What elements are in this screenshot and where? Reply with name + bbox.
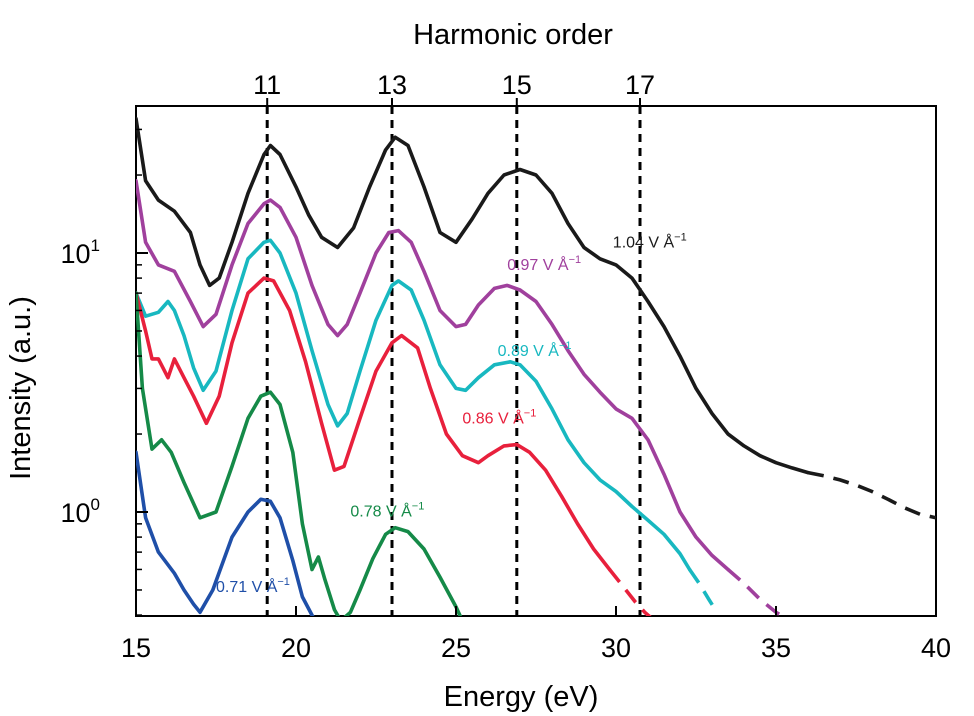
x-tick-label: 30 (601, 633, 631, 663)
series-line-extrapolated (807, 470, 936, 520)
y-tick-label: 101 (60, 236, 100, 269)
series-line (136, 238, 692, 572)
series-layer (136, 116, 936, 616)
series-line-extrapolated (726, 568, 786, 616)
y-tick-label: 100 (60, 495, 100, 528)
top-axis-title: Harmonic order (413, 19, 613, 51)
harmonic-order-label: 13 (377, 70, 407, 100)
harmonic-order-label: 11 (253, 70, 281, 100)
series-line (136, 179, 730, 572)
x-tick-label: 40 (921, 633, 951, 663)
series-label-5: 0.71 V Å−1 (216, 576, 290, 596)
x-tick-label: 20 (281, 633, 311, 663)
series-line (136, 450, 315, 616)
series-3 (136, 276, 652, 616)
harmonic-order-label: 15 (502, 70, 532, 100)
x-tick-label: 25 (441, 633, 471, 663)
series-line (136, 291, 463, 616)
series-line (136, 116, 810, 475)
series-label-4: 0.78 V Å−1 (350, 501, 424, 521)
plot-frame (135, 105, 937, 617)
series-line-extrapolated (688, 568, 717, 611)
series-label-0: 1.04 V Å−1 (613, 232, 687, 252)
x-tick-label: 15 (121, 633, 151, 663)
series-label-2: 0.89 V Å−1 (498, 340, 572, 360)
series-label-1: 0.97 V Å−1 (507, 254, 581, 274)
series-1 (136, 179, 786, 616)
series-line (136, 276, 612, 572)
x-tick-label: 35 (761, 633, 791, 663)
series-4 (136, 291, 463, 616)
harmonic-order-label: 17 (625, 70, 655, 100)
y-axis-title: Intensity (a.u.) (5, 296, 37, 480)
series-2 (136, 238, 717, 611)
series-labels: 1.04 V Å−1 0.97 V Å−1 0.89 V Å−1 0.86 V Å−1… (216, 232, 687, 597)
series-label-3: 0.86 V Å−1 (462, 407, 536, 427)
x-axis-title: Energy (eV) (444, 681, 599, 713)
series-5 (136, 450, 315, 616)
series-0 (136, 116, 936, 520)
harmonic-lines: 11 13 15 17 (253, 70, 655, 616)
series-line-extrapolated (608, 568, 652, 616)
